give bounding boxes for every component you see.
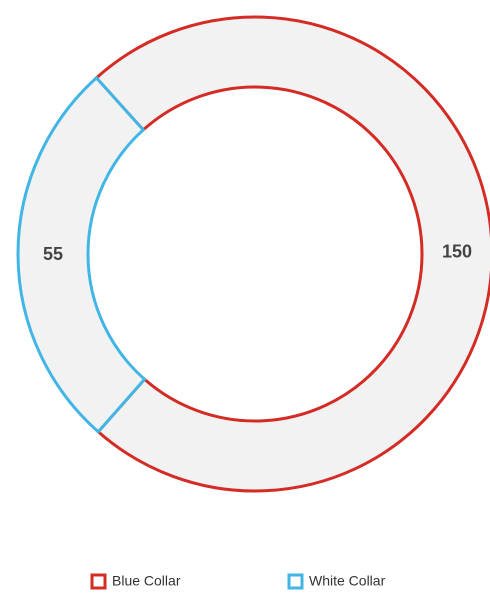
legend-label: White Collar <box>309 573 386 589</box>
legend-swatch <box>287 573 304 590</box>
donut-segment <box>94 15 490 493</box>
donut-segment <box>16 75 147 434</box>
data-label: 150 <box>442 242 472 262</box>
legend-label: Blue Collar <box>112 573 181 589</box>
data-label: 55 <box>43 244 63 264</box>
legend-swatch <box>90 573 107 590</box>
